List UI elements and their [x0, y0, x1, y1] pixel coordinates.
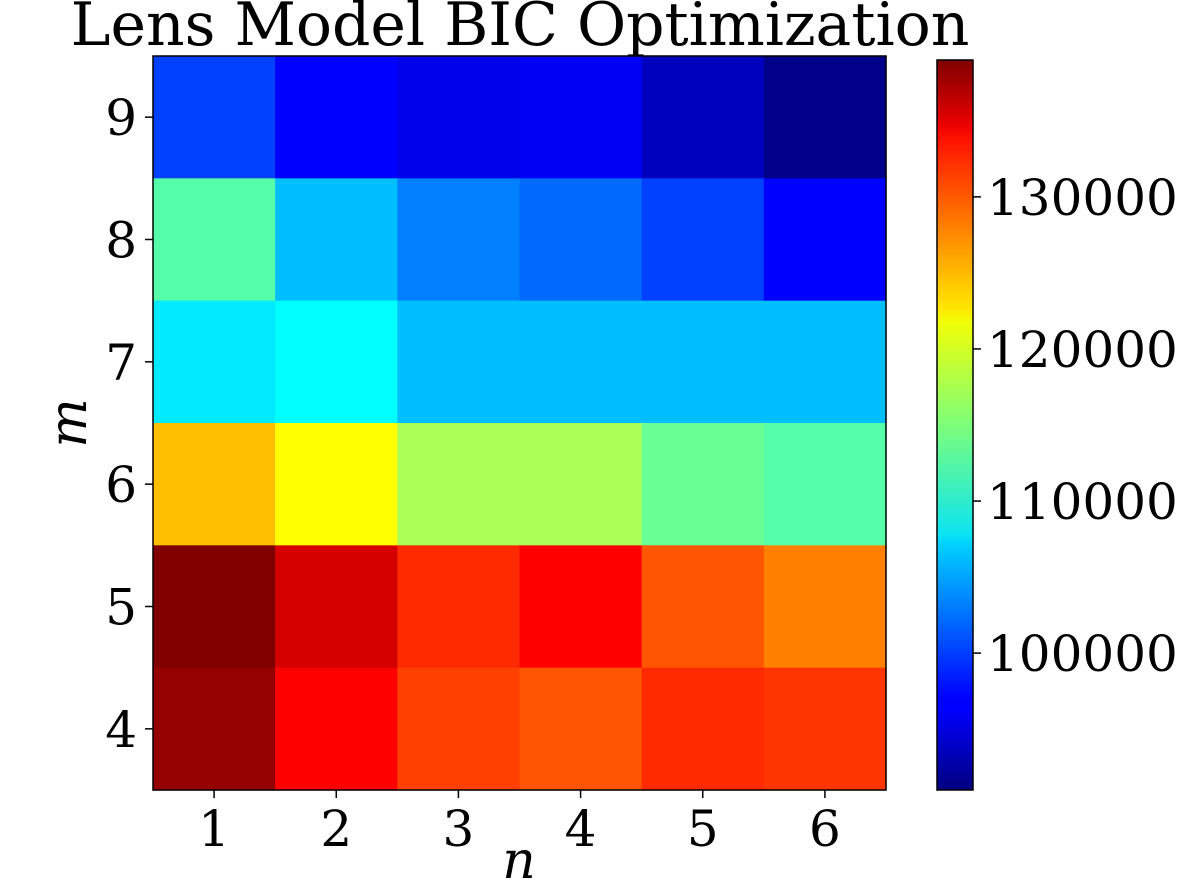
heatmap-cells [153, 56, 887, 791]
plot-frame [152, 55, 887, 791]
colorbar-tick-label: 100000 [987, 625, 1178, 683]
heatmap-cell [763, 545, 887, 669]
x-tick-label: 6 [809, 800, 841, 858]
heatmap-cell [275, 545, 398, 669]
heatmap-cell [275, 667, 398, 791]
colorbar-tick-label: 120000 [987, 321, 1178, 379]
heatmap-cell [153, 667, 276, 791]
heatmap-cell [519, 667, 643, 791]
y-axis-label: m [39, 398, 99, 447]
heatmap-cell [153, 545, 276, 669]
y-tick-label: 4 [105, 701, 137, 759]
x-tick-label: 3 [443, 800, 475, 858]
heatmap-cell [763, 300, 887, 424]
chart-title: Lens Model BIC Optimization [71, 0, 970, 60]
heatmap-cell [397, 667, 521, 791]
heatmap-cell [275, 300, 398, 424]
x-tick-label: 5 [687, 800, 719, 858]
heatmap-cell [763, 667, 887, 791]
x-tick-label: 2 [320, 800, 352, 858]
heatmap-cell [519, 56, 643, 179]
colorbar-tick-label: 110000 [987, 473, 1178, 531]
heatmap-cell [397, 545, 521, 669]
heatmap-cell [641, 423, 765, 546]
x-tick-label: 1 [198, 800, 230, 858]
heatmap-cell [275, 423, 398, 546]
heatmap-cell [519, 545, 643, 669]
x-axis-label: n [502, 831, 536, 891]
heatmap-cell [519, 178, 643, 302]
heatmap-cell [153, 423, 276, 546]
colorbar-ticks: 100000 110000 120000 130000 [973, 169, 1178, 683]
heatmap-cell [153, 56, 276, 179]
heatmap-cell [397, 300, 521, 424]
heatmap-cell [641, 178, 765, 302]
y-tick-label: 7 [105, 334, 137, 392]
y-tick-label: 5 [105, 579, 137, 637]
heatmap-cell [397, 178, 521, 302]
heatmap-cell [641, 545, 765, 669]
y-axis-ticks: 9 8 7 6 5 4 [105, 89, 153, 759]
heatmap-cell [519, 300, 643, 424]
heatmap-cell [275, 178, 398, 302]
heatmap-cell [153, 178, 276, 302]
x-tick-label: 4 [565, 800, 597, 858]
heatmap-cell [641, 667, 765, 791]
heatmap-cell [763, 56, 887, 179]
heatmap-cell [397, 423, 521, 546]
heatmap-cell [763, 178, 887, 302]
heatmap-cell [397, 56, 521, 179]
y-tick-label: 6 [105, 456, 137, 514]
heatmap-cell [519, 423, 643, 546]
colorbar [936, 59, 974, 791]
heatmap-cell [641, 56, 765, 179]
x-axis-ticks: 1 2 3 4 5 6 [198, 790, 841, 858]
y-tick-label: 8 [105, 212, 137, 270]
heatmap-cell [275, 56, 398, 179]
colorbar-tick-label: 130000 [987, 169, 1178, 227]
heatmap-cell [153, 300, 276, 424]
heatmap-cell [641, 300, 765, 424]
y-tick-label: 9 [105, 89, 137, 147]
heatmap-cell [763, 423, 887, 546]
